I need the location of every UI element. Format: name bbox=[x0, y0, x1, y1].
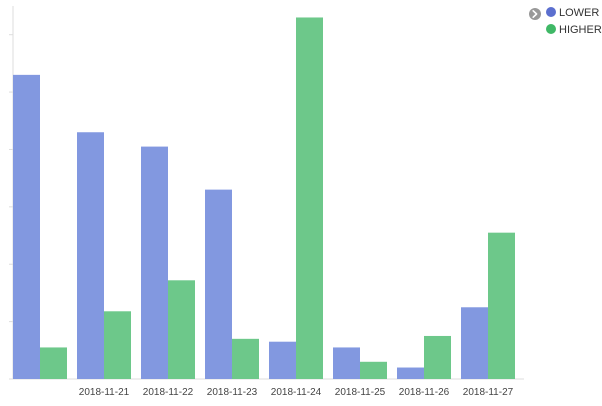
x-tick-label: 2018-11-21 bbox=[79, 387, 130, 398]
legend-swatch-lower bbox=[546, 7, 556, 17]
bar-lower-2018-11-21[interactable] bbox=[77, 132, 104, 379]
bar-lower-2018-11-22[interactable] bbox=[141, 146, 168, 379]
legend-label-higher: HIGHER bbox=[559, 24, 602, 36]
legend-label-lower: LOWER bbox=[559, 7, 599, 19]
legend-item-higher[interactable]: HIGHER bbox=[546, 24, 602, 36]
x-tick-label: 2018-11-22 bbox=[143, 387, 194, 398]
legend[interactable]: LOWER HIGHER bbox=[529, 7, 602, 36]
x-tick-labels: 2018-11-21 2018-11-22 2018-11-23 2018-11-24… bbox=[79, 387, 514, 398]
bar-higher-2018-11-24[interactable] bbox=[296, 17, 323, 379]
legend-swatch-higher bbox=[546, 24, 556, 34]
chevron-glyph bbox=[532, 10, 538, 18]
bar-lower-2018-11-24[interactable] bbox=[269, 341, 296, 379]
bar-higher-2018-11-26[interactable] bbox=[424, 335, 451, 379]
bar-higher-2018-11-27[interactable] bbox=[488, 232, 515, 379]
bar-higher-2018-11-25[interactable] bbox=[360, 361, 387, 379]
bar-lower-2018-11-25[interactable] bbox=[333, 347, 360, 379]
legend-item-lower[interactable]: LOWER bbox=[546, 7, 599, 19]
x-tick-label: 2018-11-25 bbox=[335, 387, 386, 398]
x-tick-label: 2018-11-24 bbox=[271, 387, 322, 398]
chevron-right-icon[interactable] bbox=[529, 8, 541, 20]
x-tick-label: 2018-11-27 bbox=[463, 387, 514, 398]
bar-higher-2018-11-22[interactable] bbox=[168, 280, 195, 379]
bar-higher-2018-11-21[interactable] bbox=[104, 311, 131, 379]
bars-layer bbox=[13, 17, 515, 379]
bar-lower-2018-11-23[interactable] bbox=[205, 189, 232, 379]
bar-lower-2018-11-26[interactable] bbox=[397, 367, 424, 379]
bar-lower-2018-11-20[interactable] bbox=[13, 74, 40, 379]
bar-higher-2018-11-23[interactable] bbox=[232, 338, 259, 379]
x-tick-label: 2018-11-23 bbox=[207, 387, 258, 398]
bar-lower-2018-11-27[interactable] bbox=[461, 307, 488, 379]
legend-nav-button[interactable] bbox=[529, 8, 541, 20]
bar-higher-2018-11-20[interactable] bbox=[40, 347, 67, 379]
x-tick-label: 2018-11-26 bbox=[399, 387, 450, 398]
